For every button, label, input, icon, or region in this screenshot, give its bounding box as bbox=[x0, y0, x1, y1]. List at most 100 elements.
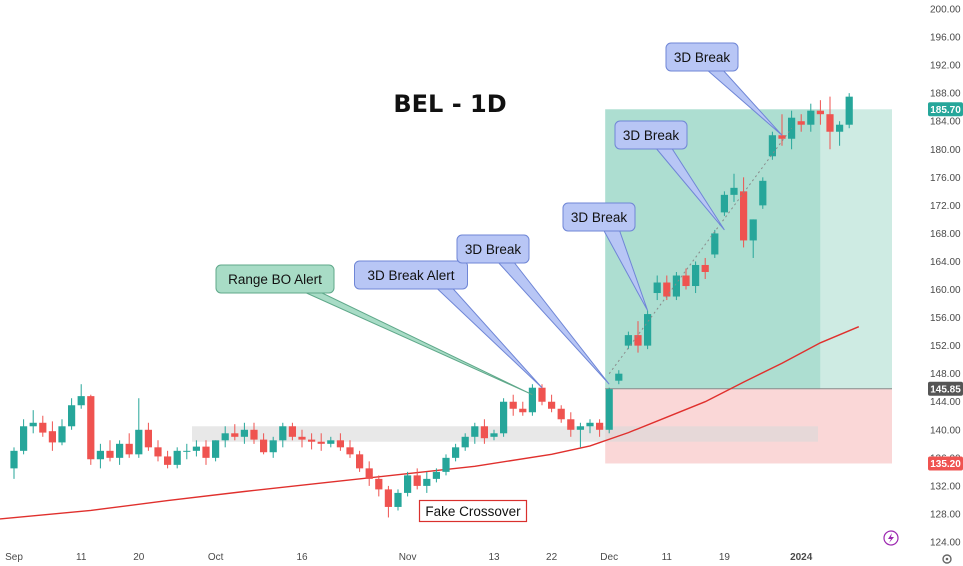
chart-title: BEL - 1D bbox=[393, 90, 506, 118]
candle-body bbox=[221, 433, 229, 441]
callout-range-bo-alert: Range BO Alert bbox=[215, 264, 533, 396]
candle-body bbox=[288, 426, 296, 437]
candle bbox=[404, 471, 412, 497]
candle-body bbox=[816, 110, 824, 115]
y-tick-label: 180.00 bbox=[930, 145, 961, 156]
candle bbox=[279, 422, 287, 448]
candle-body bbox=[720, 194, 728, 213]
candle-body bbox=[413, 475, 421, 486]
price-axis[interactable]: 124.00128.00132.00136.00140.00144.00148.… bbox=[928, 5, 963, 549]
candle-body bbox=[346, 447, 354, 455]
candle bbox=[596, 419, 604, 437]
candle-body bbox=[336, 440, 344, 448]
candle bbox=[269, 436, 277, 458]
candle-body bbox=[615, 373, 623, 381]
candle-body bbox=[384, 489, 392, 507]
price-badge-label: 135.20 bbox=[930, 459, 961, 470]
callout-label: 3D Break bbox=[623, 128, 680, 143]
x-tick-label: 11 bbox=[76, 552, 87, 563]
candle bbox=[413, 468, 421, 490]
candle bbox=[471, 422, 479, 444]
candle bbox=[96, 443, 104, 469]
candle bbox=[20, 419, 28, 455]
gear-icon[interactable] bbox=[942, 554, 952, 564]
candle bbox=[519, 401, 527, 416]
candle bbox=[624, 331, 632, 350]
candle bbox=[461, 433, 469, 451]
x-tick-label: Nov bbox=[399, 552, 417, 563]
candle-body bbox=[29, 422, 37, 427]
range-box bbox=[192, 426, 818, 442]
x-tick-label: Oct bbox=[208, 552, 224, 563]
candle bbox=[797, 114, 805, 132]
candle-body bbox=[701, 264, 709, 272]
candle-body bbox=[461, 436, 469, 448]
candle bbox=[845, 93, 853, 129]
chart-controls[interactable] bbox=[883, 530, 952, 564]
candle bbox=[308, 433, 316, 450]
price-badge: 135.20 bbox=[928, 456, 963, 471]
y-tick-label: 196.00 bbox=[930, 33, 961, 44]
candle-body bbox=[240, 429, 248, 437]
candle-body bbox=[48, 431, 56, 443]
candle bbox=[288, 422, 296, 441]
candle bbox=[634, 321, 642, 353]
candle-body bbox=[96, 450, 104, 460]
candle bbox=[567, 412, 575, 437]
candle-body bbox=[845, 96, 853, 125]
candle-body bbox=[682, 275, 690, 287]
candle bbox=[365, 461, 373, 486]
time-axis[interactable]: Sep 11 20 Oct 16 Nov 13 22 Dec 11 19 2024 bbox=[5, 552, 813, 563]
candle-body bbox=[39, 422, 47, 433]
candle-body bbox=[423, 478, 431, 486]
candle bbox=[346, 440, 354, 458]
candle-body bbox=[404, 475, 412, 493]
candle bbox=[816, 100, 824, 125]
candle bbox=[183, 443, 191, 460]
candle-body bbox=[836, 124, 844, 132]
callout-box bbox=[215, 264, 335, 294]
annotations: Range BO Alert 3D Break Alert 3D Break 3D B… bbox=[215, 42, 783, 523]
callout-3d-break: 3D Break bbox=[665, 42, 783, 136]
candle bbox=[39, 415, 47, 437]
candle bbox=[48, 421, 56, 451]
candle-body bbox=[500, 401, 508, 434]
candle bbox=[317, 433, 325, 451]
x-tick-label: 2024 bbox=[790, 552, 813, 563]
candle bbox=[87, 394, 95, 465]
x-tick-label: 22 bbox=[546, 552, 558, 563]
candle-body bbox=[298, 436, 306, 440]
candle-body bbox=[231, 433, 239, 437]
candle bbox=[644, 310, 652, 350]
candle-body bbox=[365, 468, 373, 479]
candle bbox=[10, 447, 18, 479]
callout-box bbox=[665, 42, 739, 72]
y-tick-label: 192.00 bbox=[930, 61, 961, 72]
lightning-icon[interactable] bbox=[883, 530, 899, 546]
candle bbox=[682, 268, 690, 290]
candle bbox=[240, 422, 248, 444]
candle bbox=[836, 121, 844, 146]
candle-body bbox=[548, 401, 556, 409]
candle-body bbox=[586, 422, 594, 427]
candle-body bbox=[164, 456, 172, 465]
loss-zone bbox=[605, 388, 892, 464]
candle bbox=[653, 275, 661, 301]
candle bbox=[77, 384, 85, 409]
candle bbox=[480, 419, 488, 444]
candle-body bbox=[509, 401, 517, 409]
gear-icon-ring bbox=[942, 554, 952, 564]
candle bbox=[701, 257, 709, 280]
candle bbox=[260, 433, 268, 455]
candle bbox=[807, 103, 815, 132]
candle-body bbox=[730, 187, 738, 195]
x-tick-label: 19 bbox=[719, 552, 731, 563]
candle-body bbox=[480, 426, 488, 439]
candle-body bbox=[212, 440, 220, 458]
y-tick-label: 188.00 bbox=[930, 89, 961, 100]
candle-body bbox=[711, 233, 719, 255]
candle bbox=[423, 471, 431, 493]
y-tick-label: 164.00 bbox=[930, 257, 961, 268]
candle bbox=[68, 398, 76, 430]
